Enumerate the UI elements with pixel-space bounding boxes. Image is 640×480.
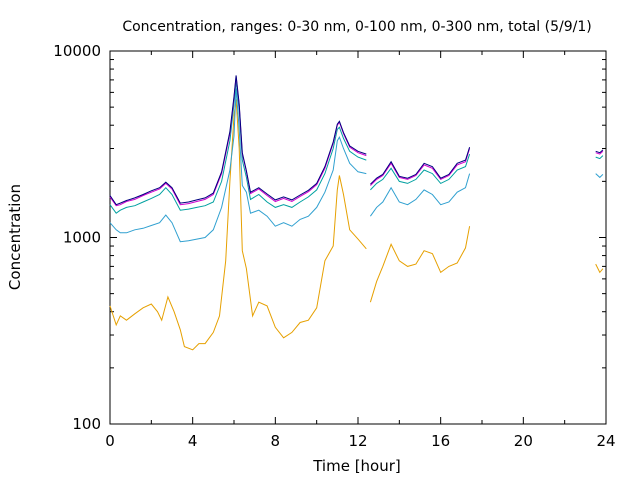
series-5-line-segment [109, 75, 367, 206]
y-tick-label: 10000 [53, 42, 101, 60]
x-axis-label: Time [hour] [312, 457, 401, 475]
x-tick-label: 0 [105, 432, 115, 450]
y-tick-label: 100 [72, 415, 101, 433]
axis-tick-labels: 0 4 8 12 16 20 24 100 1000 10000 [53, 42, 615, 450]
y-tick-label: 1000 [63, 229, 101, 247]
x-tick-label: 12 [348, 432, 367, 450]
series-5-line-segment [595, 149, 604, 154]
series-1-line-segment [369, 226, 471, 303]
x-tick-label: 8 [271, 432, 281, 450]
series-1-line-segment [595, 263, 604, 274]
data-series-group [109, 75, 604, 351]
x-tick-label: 20 [514, 432, 533, 450]
chart-title: Concentration, ranges: 0-30 nm, 0-100 nm… [122, 19, 591, 35]
series-3-line-segment [370, 153, 471, 191]
x-tick-label: 24 [596, 432, 615, 450]
x-tick-label: 4 [188, 432, 198, 450]
series-2-line-segment [109, 88, 367, 243]
series-4-line-segment [370, 148, 471, 186]
series-2-line-segment [369, 173, 471, 217]
series-4-line-segment [595, 150, 604, 155]
series-1-line-segment [109, 99, 367, 351]
series-3-line-segment [595, 155, 604, 160]
y-axis-label: Concentration [6, 184, 24, 290]
plot-border [109, 50, 607, 425]
x-tick-label: 16 [431, 432, 450, 450]
series-5-line-segment [370, 147, 471, 185]
axis-ticks [109, 50, 607, 425]
plot-area [109, 50, 607, 425]
series-2-line-segment [595, 173, 604, 179]
